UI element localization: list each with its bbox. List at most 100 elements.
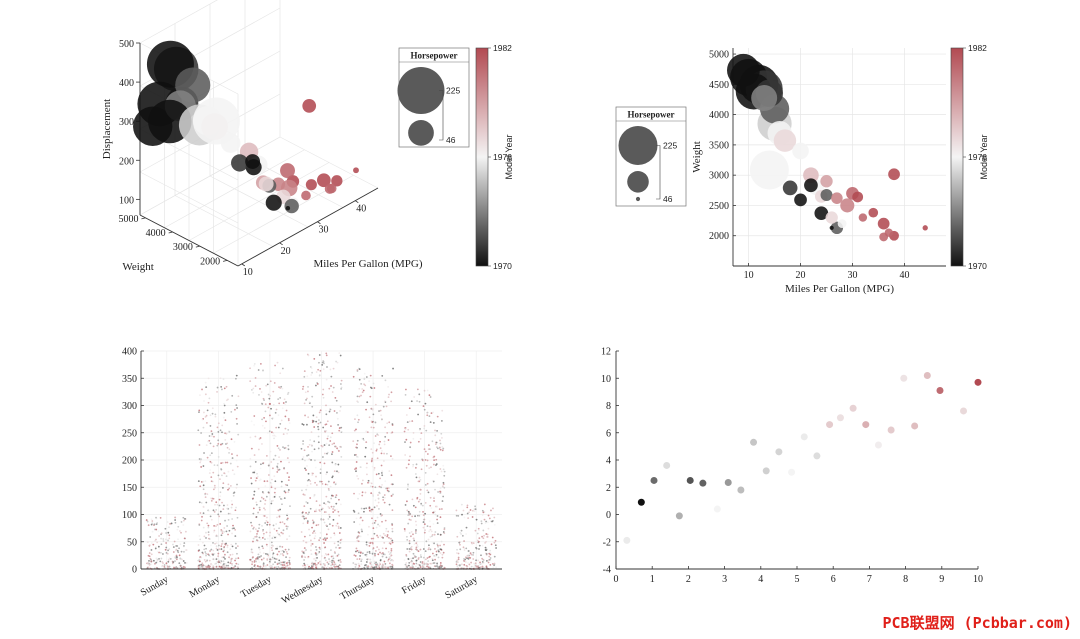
strip-point <box>442 468 445 471</box>
strip-point <box>175 548 178 551</box>
strip-point <box>385 487 388 490</box>
strip-point <box>419 561 422 563</box>
strip-point <box>171 562 174 565</box>
strip-point <box>267 557 270 559</box>
strip-point <box>201 515 203 518</box>
strip-point <box>364 446 367 449</box>
strip-point <box>305 501 308 503</box>
strip-point <box>218 559 221 562</box>
strip-point <box>282 402 285 404</box>
strip-point <box>150 549 153 551</box>
strip-point <box>417 563 420 566</box>
strip-point <box>429 562 432 565</box>
strip-point <box>281 387 284 390</box>
bubble-3d <box>245 154 261 169</box>
strip-point <box>225 564 228 567</box>
strip-point <box>379 551 381 554</box>
strip-point <box>492 507 494 510</box>
strip-point <box>227 512 230 515</box>
strip-point <box>272 558 275 560</box>
scatter-point <box>713 505 721 513</box>
strip-point <box>340 383 342 385</box>
strip-point <box>269 531 271 534</box>
strip-point <box>183 519 185 522</box>
x-tick-label: Thursday <box>338 574 376 602</box>
strip-point <box>278 456 280 459</box>
strip-point <box>316 563 319 566</box>
strip-point <box>209 515 212 518</box>
strip-point <box>199 459 202 462</box>
strip-point <box>273 475 276 478</box>
strip-point <box>377 472 380 475</box>
strip-point <box>289 505 291 508</box>
strip-point <box>262 462 265 464</box>
strip-point <box>210 499 213 502</box>
strip-point <box>280 498 283 501</box>
strip-point <box>160 537 162 540</box>
size-legend-value: 225 <box>446 86 460 96</box>
strip-point <box>429 496 432 499</box>
bubble-3d <box>316 173 331 188</box>
strip-point <box>376 516 379 519</box>
strip-point <box>340 386 343 389</box>
strip-point <box>425 540 428 543</box>
strip-point <box>199 512 202 514</box>
strip-point <box>331 563 334 566</box>
strip-point <box>205 537 207 539</box>
strip-point <box>318 539 321 542</box>
strip-point <box>439 439 441 442</box>
y-tick-label: -4 <box>603 565 611 576</box>
strip-point <box>227 518 230 521</box>
strip-point <box>437 533 439 536</box>
strip-point <box>205 554 207 557</box>
strip-point <box>231 469 234 472</box>
y-tick-label: 400 <box>122 347 137 358</box>
strip-point <box>206 522 209 525</box>
strip-point <box>355 446 358 449</box>
strip-point <box>300 531 303 533</box>
strip-point <box>327 505 330 508</box>
strip-point <box>146 541 149 544</box>
strip-point <box>483 503 486 506</box>
strip-point <box>165 542 168 544</box>
y-axis-line <box>139 214 239 267</box>
strip-point <box>386 452 388 455</box>
strip-point <box>374 519 377 522</box>
strip-point <box>265 384 268 387</box>
strip-point <box>340 379 343 382</box>
strip-point <box>168 537 171 540</box>
strip-point <box>441 565 443 567</box>
strip-point <box>357 421 359 424</box>
strip-point <box>181 558 183 561</box>
strip-point <box>387 536 390 539</box>
strip-point <box>223 404 226 407</box>
strip-point <box>375 473 378 476</box>
strip-point <box>371 451 374 454</box>
strip-point <box>212 445 215 448</box>
strip-point <box>258 561 261 564</box>
strip-point <box>206 456 209 459</box>
strip-point <box>371 508 374 511</box>
strip-point <box>201 388 203 391</box>
x-tick-label: 40 <box>899 270 909 281</box>
strip-point <box>335 565 338 568</box>
strip-point <box>213 435 215 438</box>
strip-point <box>151 530 154 533</box>
strip-point <box>418 393 421 396</box>
strip-point <box>331 391 334 393</box>
strip-point <box>435 441 438 444</box>
strip-point <box>226 566 229 569</box>
strip-point <box>325 533 328 536</box>
strip-point <box>264 508 266 511</box>
y-axis-label: Weight <box>122 261 154 273</box>
strip-point <box>211 497 214 500</box>
strip-point <box>372 413 375 416</box>
strip-point <box>371 548 374 551</box>
strip-point <box>221 532 224 535</box>
strip-point <box>197 544 200 546</box>
strip-point <box>286 564 289 567</box>
strip-point <box>488 552 491 555</box>
strip-point <box>412 552 415 555</box>
strip-point <box>325 442 328 445</box>
